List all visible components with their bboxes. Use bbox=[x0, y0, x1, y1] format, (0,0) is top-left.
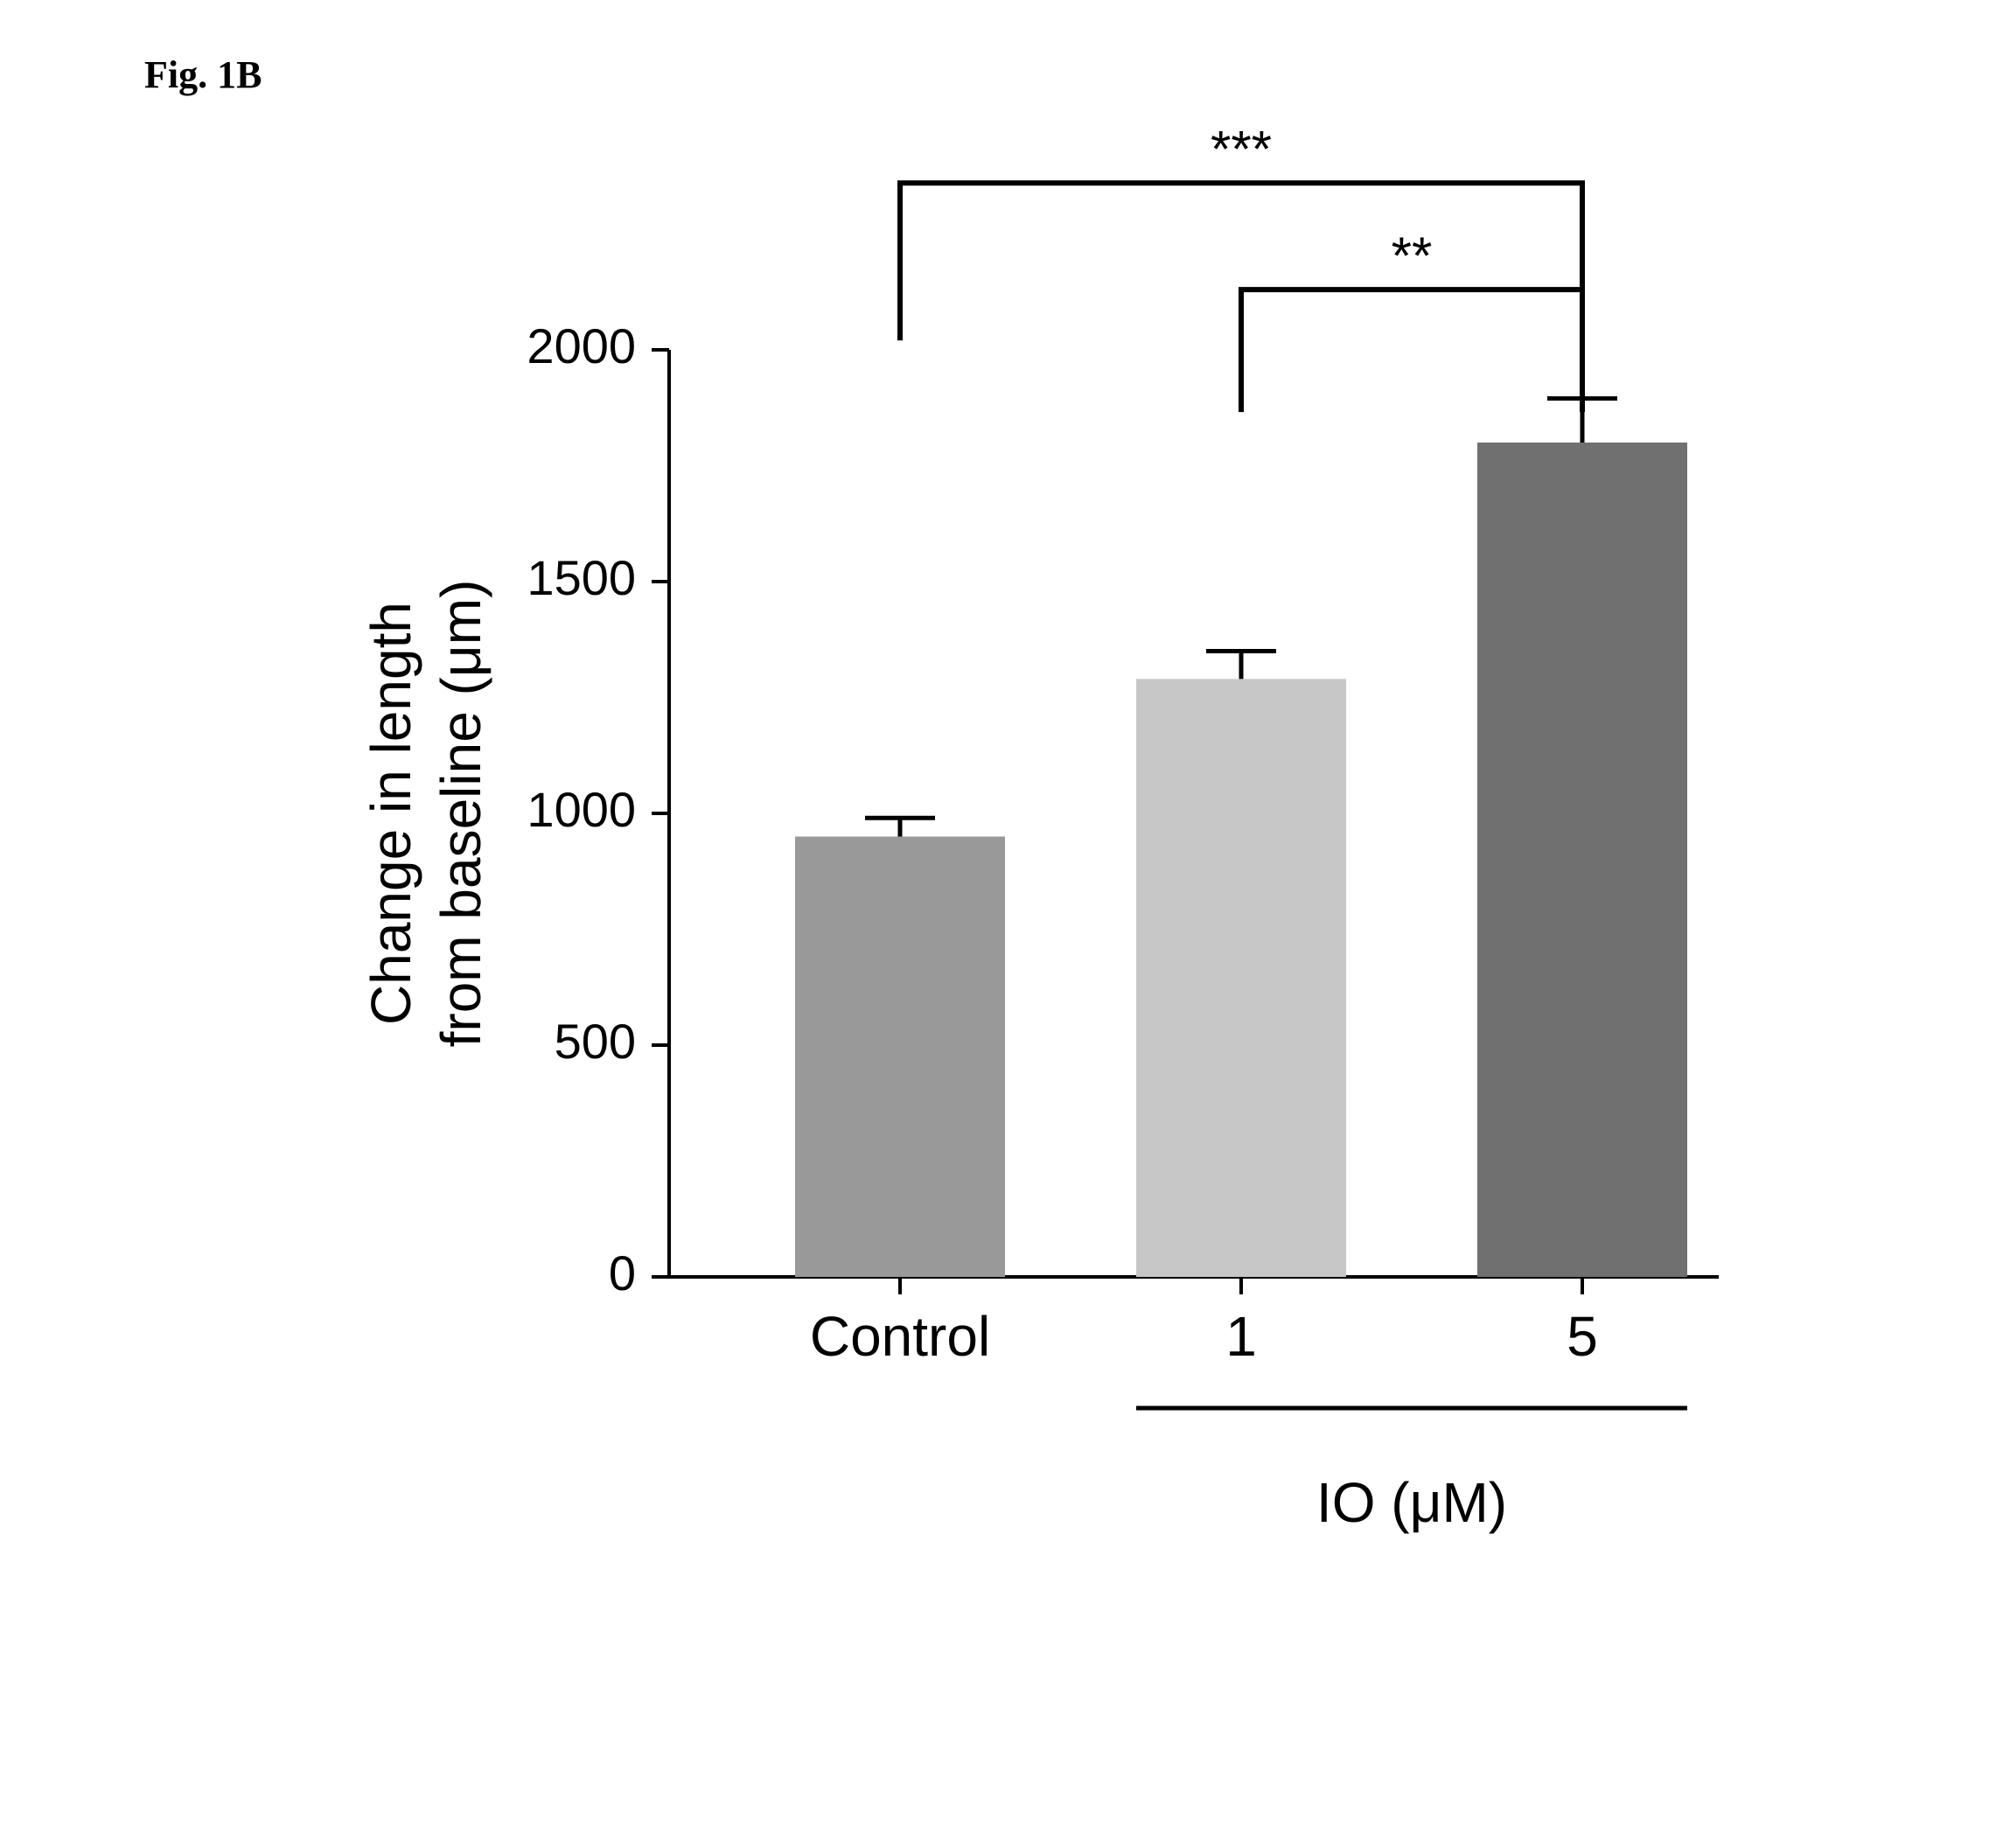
significance-label: *** bbox=[1211, 131, 1272, 178]
bar bbox=[1136, 679, 1346, 1277]
y-axis-label-line2: from baseline (μm) bbox=[429, 580, 492, 1048]
x-tick-label: 1 bbox=[1225, 1305, 1257, 1368]
y-tick-label: 1500 bbox=[527, 550, 636, 605]
x-group-label: IO (μM) bbox=[1316, 1471, 1507, 1534]
x-tick-label: Control bbox=[810, 1305, 990, 1368]
y-axis-label-line1: Change in length bbox=[359, 602, 422, 1025]
bar-chart: 0 500 1000 1500 2000 Change in lengthfrom bas… bbox=[144, 131, 1859, 1723]
y-tick-label: 2000 bbox=[527, 318, 636, 373]
y-tick-label: 0 bbox=[609, 1245, 636, 1301]
bar bbox=[1477, 443, 1687, 1277]
y-tick-label: 1000 bbox=[527, 782, 636, 837]
significance-label: ** bbox=[1392, 227, 1433, 285]
bar bbox=[795, 837, 1005, 1278]
x-tick-label: 5 bbox=[1567, 1305, 1598, 1368]
figure-label: Fig. 1B bbox=[144, 52, 262, 97]
y-tick-label: 500 bbox=[555, 1014, 636, 1069]
